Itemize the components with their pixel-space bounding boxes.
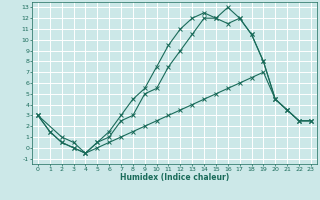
X-axis label: Humidex (Indice chaleur): Humidex (Indice chaleur) [120, 173, 229, 182]
